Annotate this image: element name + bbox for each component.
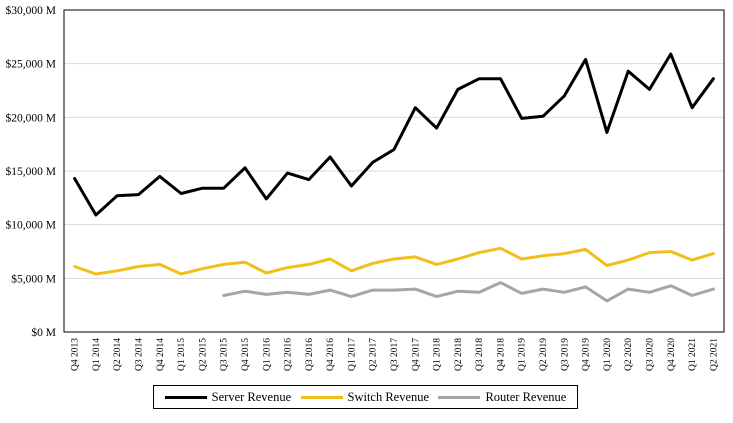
legend-label-switch: Switch Revenue	[347, 389, 430, 404]
legend-label-router: Router Revenue	[485, 389, 567, 404]
x-tick-label: Q2 2016	[284, 338, 294, 371]
legend-swatch-server	[164, 395, 207, 399]
x-tick-label: Q1 2014	[92, 338, 102, 371]
y-tick-label: $10,000 M	[6, 219, 56, 232]
x-tick-label: Q1 2020	[603, 338, 613, 371]
x-tick-label: Q3 2017	[390, 338, 400, 371]
x-tick-label: Q1 2015	[177, 338, 187, 371]
y-tick-label: $30,000 M	[6, 4, 56, 17]
x-tick-label: Q2 2015	[198, 338, 208, 371]
x-tick-label: Q3 2018	[475, 338, 485, 371]
y-tick-label: $25,000 M	[6, 58, 56, 71]
series-line-0	[73, 52, 715, 217]
x-tick-label: Q1 2016	[262, 338, 272, 371]
x-tick-label: Q2 2018	[454, 338, 464, 371]
x-tick-label: Q1 2017	[347, 338, 357, 371]
x-tick-label: Q4 2015	[241, 338, 251, 371]
x-tick-label: Q4 2014	[156, 338, 166, 371]
x-tick-label: Q3 2015	[220, 338, 230, 371]
x-tick-label: Q1 2019	[518, 338, 528, 371]
legend-swatch-switch	[300, 395, 343, 399]
y-tick-label: $5,000 M	[11, 272, 56, 285]
x-tick-label: Q3 2019	[560, 338, 570, 371]
legend-label-server: Server Revenue	[211, 389, 292, 404]
legend-item-switch: Switch Revenue	[300, 389, 430, 405]
series-line-2	[222, 281, 715, 303]
legend-item-server: Server Revenue	[164, 389, 292, 405]
x-tick-label: Q2 2019	[539, 338, 549, 371]
y-tick-label: $15,000 M	[6, 165, 56, 178]
x-tick-label: Q4 2019	[582, 338, 592, 371]
x-tick-label: Q2 2020	[624, 338, 634, 371]
x-tick-label: Q4 2018	[496, 338, 506, 371]
x-tick-label: Q1 2018	[433, 338, 443, 371]
plot-frame	[63, 9, 725, 333]
x-tick-label: Q4 2017	[411, 338, 421, 371]
x-tick-label: Q3 2020	[645, 338, 655, 371]
x-tick-label: Q3 2014	[135, 338, 145, 371]
chart-legend: Server Revenue Switch Revenue Router Rev…	[153, 385, 578, 409]
x-tick-label: Q2 2014	[113, 338, 123, 371]
x-tick-label: Q4 2013	[71, 338, 81, 371]
x-tick-label: Q2 2021	[709, 338, 719, 371]
y-tick-label: $0 M	[31, 326, 56, 339]
legend-swatch-router	[438, 395, 481, 399]
x-tick-label: Q4 2016	[326, 338, 336, 371]
x-tick-label: Q4 2020	[667, 338, 677, 371]
series-line-1	[73, 246, 715, 276]
x-tick-label: Q2 2017	[369, 338, 379, 371]
x-tick-label: Q3 2016	[305, 338, 315, 371]
legend-item-router: Router Revenue	[438, 390, 566, 405]
y-tick-label: $20,000 M	[6, 111, 56, 124]
x-tick-label: Q1 2021	[688, 338, 698, 371]
